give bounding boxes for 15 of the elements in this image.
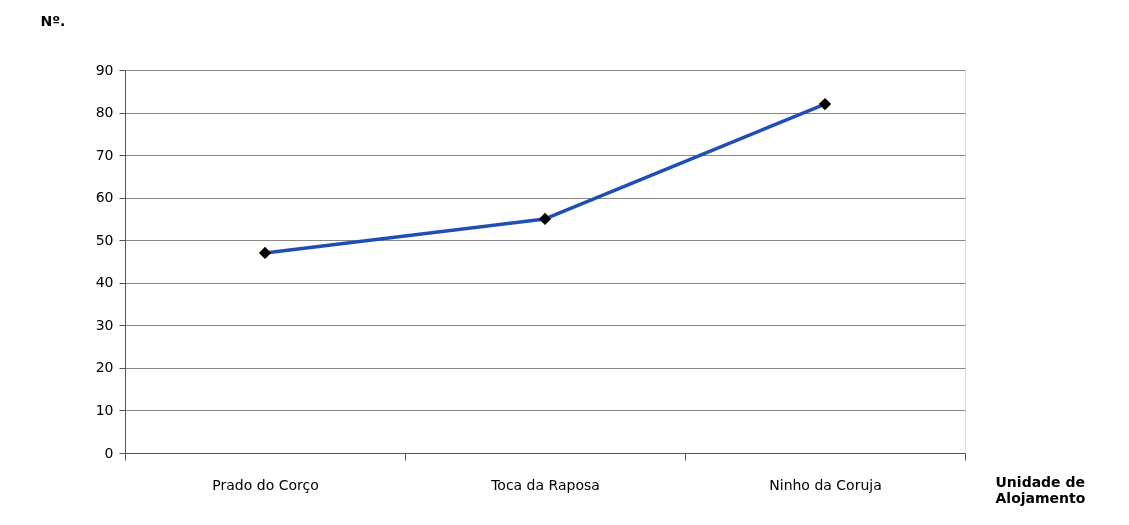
y-tick-label: 40: [95, 274, 114, 291]
y-tick-label: 0: [104, 444, 114, 461]
x-tick-label: Prado do Corço: [212, 476, 319, 493]
x-tick-label: Toca da Raposa: [490, 476, 600, 493]
x-axis-title: Unidade de Alojamento: [995, 473, 1086, 506]
y-tick-label: 30: [95, 316, 114, 333]
y-tick-label: 90: [95, 61, 114, 78]
y-tick-label: 80: [95, 104, 114, 121]
y-tick-label: 10: [95, 401, 114, 418]
y-tick-label: 60: [95, 189, 114, 206]
y-axis-title: Nº.: [40, 12, 66, 29]
y-tick-label: 50: [95, 231, 114, 248]
y-tick-label: 20: [95, 359, 114, 376]
x-tick-label: Ninho da Coruja: [769, 476, 882, 493]
y-tick-label: 70: [95, 146, 114, 163]
